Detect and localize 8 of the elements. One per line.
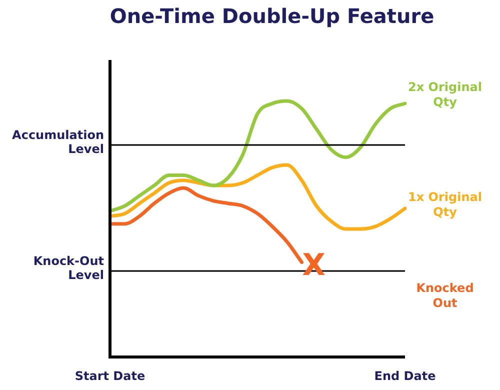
- ref-line-label: Knock-Out Level: [33, 254, 104, 282]
- x-tick-label: Start Date: [74, 369, 146, 384]
- x-tick-label: End Date: [374, 369, 436, 384]
- chart-title: One-Time Double-Up Feature: [110, 4, 434, 28]
- series-label: 1x Original Qty: [408, 190, 482, 220]
- ref-line-label: Accumulation Level: [12, 128, 104, 156]
- series-label: 2x Original Qty: [408, 80, 482, 110]
- text: Knocked Out: [416, 280, 474, 310]
